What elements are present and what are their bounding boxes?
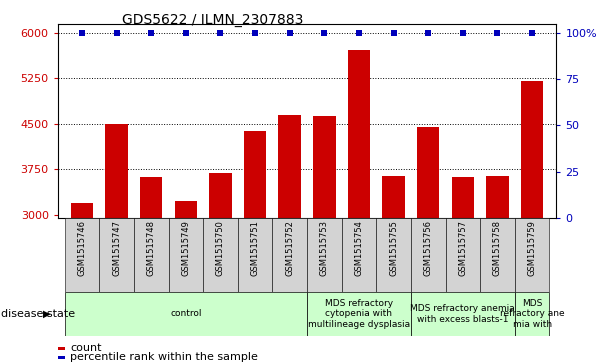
Bar	[411, 292, 515, 336]
Bar	[446, 218, 480, 292]
Bar	[71, 203, 93, 363]
Bar	[480, 218, 515, 292]
Text: GSM1515754: GSM1515754	[354, 220, 364, 276]
Text: GSM1515758: GSM1515758	[493, 220, 502, 276]
Bar	[307, 292, 411, 336]
Text: count: count	[70, 343, 102, 353]
Bar	[417, 127, 440, 363]
Bar	[382, 176, 405, 363]
Bar	[272, 218, 307, 292]
Text: GSM1515748: GSM1515748	[147, 220, 156, 276]
Bar	[486, 176, 509, 363]
Bar	[174, 201, 197, 363]
Text: GSM1515759: GSM1515759	[528, 220, 537, 276]
Text: percentile rank within the sample: percentile rank within the sample	[70, 352, 258, 362]
Bar	[521, 81, 544, 363]
Bar	[515, 292, 550, 336]
Text: GSM1515757: GSM1515757	[458, 220, 468, 276]
Text: ▶: ▶	[43, 309, 50, 319]
Text: disease state: disease state	[1, 309, 75, 319]
Text: GSM1515755: GSM1515755	[389, 220, 398, 276]
Bar	[411, 218, 446, 292]
Bar	[307, 218, 342, 292]
Text: GSM1515751: GSM1515751	[250, 220, 260, 276]
Bar	[376, 218, 411, 292]
Bar	[64, 218, 99, 292]
Text: GSM1515756: GSM1515756	[424, 220, 433, 276]
Bar	[348, 50, 370, 363]
Text: GSM1515753: GSM1515753	[320, 220, 329, 276]
Bar	[278, 115, 301, 363]
Bar	[99, 218, 134, 292]
Bar	[313, 116, 336, 363]
Bar	[342, 218, 376, 292]
Text: MDS
refractory ane
mia with: MDS refractory ane mia with	[500, 299, 564, 329]
Bar	[140, 176, 162, 363]
Text: GSM1515747: GSM1515747	[112, 220, 121, 276]
Text: GSM1515750: GSM1515750	[216, 220, 225, 276]
Bar	[244, 131, 266, 363]
Bar	[168, 218, 203, 292]
Text: GSM1515749: GSM1515749	[181, 220, 190, 276]
Bar	[452, 177, 474, 363]
Bar	[64, 292, 307, 336]
Text: GDS5622 / ILMN_2307883: GDS5622 / ILMN_2307883	[122, 13, 303, 27]
Bar	[238, 218, 272, 292]
Text: GSM1515746: GSM1515746	[77, 220, 86, 276]
Bar	[209, 174, 232, 363]
Text: MDS refractory
cytopenia with
multilineage dysplasia: MDS refractory cytopenia with multilinea…	[308, 299, 410, 329]
Bar	[515, 218, 550, 292]
Bar	[134, 218, 168, 292]
Text: MDS refractory anemia
with excess blasts-1: MDS refractory anemia with excess blasts…	[410, 304, 515, 324]
Text: control: control	[170, 310, 202, 318]
Bar	[105, 124, 128, 363]
Text: GSM1515752: GSM1515752	[285, 220, 294, 276]
Bar	[203, 218, 238, 292]
